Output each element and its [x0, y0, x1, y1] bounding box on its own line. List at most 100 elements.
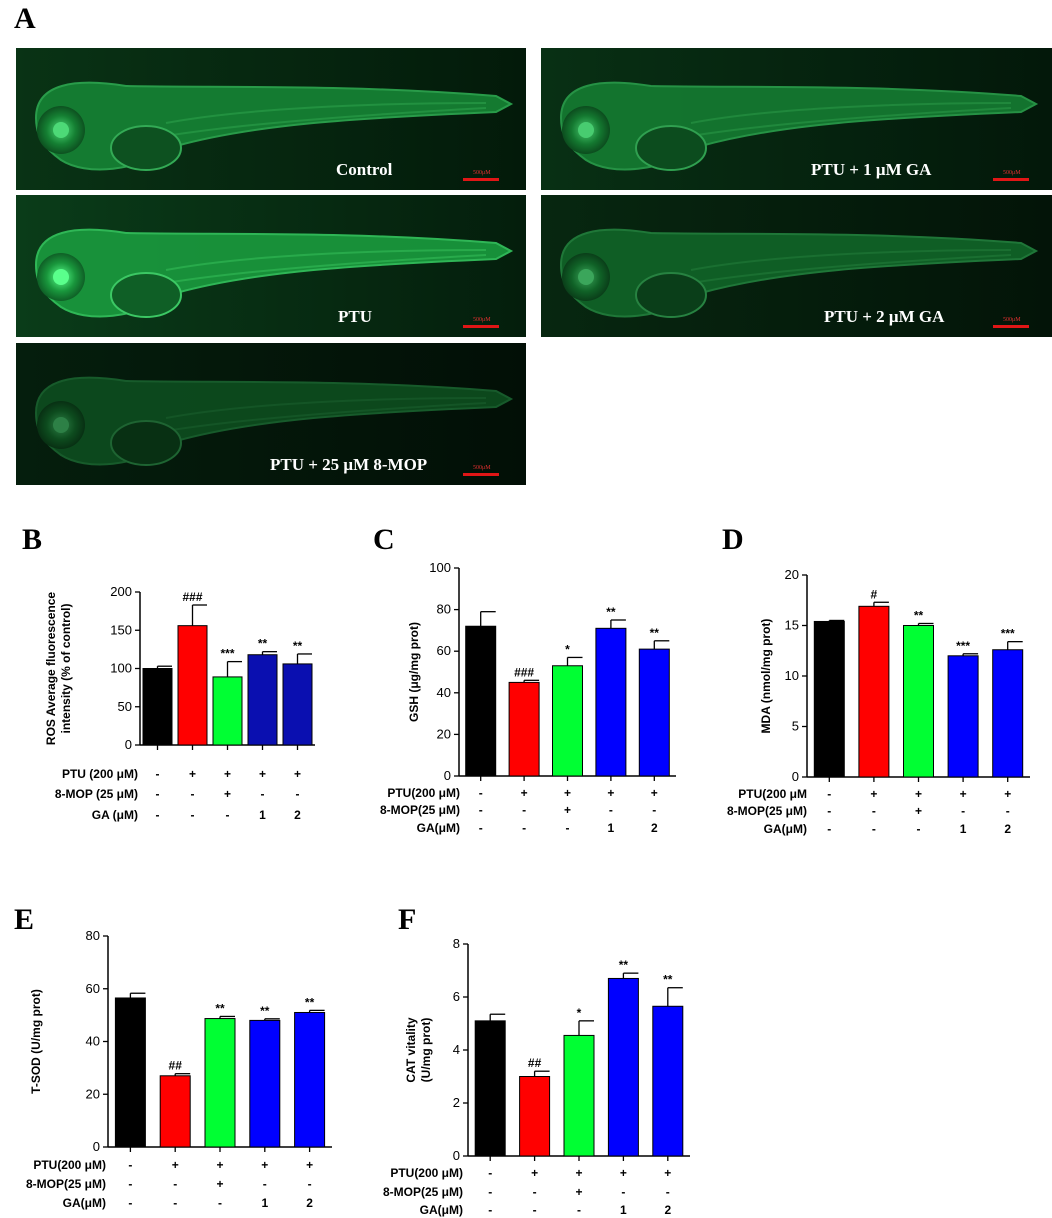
treatment-row-label: GA(μM): [63, 1196, 106, 1210]
treatment-cell: -: [128, 1158, 132, 1172]
treatment-cell: +: [224, 767, 231, 781]
bar: [159, 1075, 191, 1148]
scale-bar: [463, 473, 499, 476]
treatment-cell: +: [531, 1166, 538, 1180]
bar: [282, 663, 313, 746]
larva-drawing: [541, 48, 1052, 190]
bar: [903, 625, 934, 778]
larva-drawing: [16, 195, 526, 337]
scale-bar: [993, 178, 1029, 181]
treatment-cell: +: [216, 1158, 223, 1172]
bar: [563, 1034, 595, 1157]
treatment-cell: -: [522, 803, 526, 817]
panel-label-d: D: [722, 523, 744, 556]
micrograph-label: PTU: [338, 307, 372, 326]
treatment-cell: +: [960, 787, 967, 801]
bar: [249, 1019, 281, 1148]
treatment-cell: 1: [259, 808, 266, 822]
treatment-cell: -: [128, 1196, 132, 1210]
treatment-cell: -: [218, 1196, 222, 1210]
significance-marker: ##: [169, 1059, 183, 1073]
y-tick-label: 2: [453, 1095, 460, 1110]
treatment-cell: +: [915, 787, 922, 801]
treatment-cell: +: [172, 1158, 179, 1172]
y-tick-label: 5: [792, 719, 799, 734]
significance-marker: *: [577, 1006, 582, 1020]
y-tick-label: 80: [86, 928, 100, 943]
micrograph-label: PTU + 25 μM 8-MOP: [270, 455, 428, 474]
treatment-row-label: GA(μM): [764, 822, 807, 836]
treatment-row-label: GA(μM): [417, 821, 460, 835]
treatment-cell: +: [224, 787, 231, 801]
treatment-cell: +: [607, 786, 614, 800]
y-tick-label: 200: [110, 584, 132, 599]
treatment-cell: 2: [651, 821, 658, 835]
treatment-cell: +: [564, 803, 571, 817]
y-tick-label: 0: [453, 1148, 460, 1163]
micrograph-ptu-1um-ga: PTU + 1 μM GA 500μM: [541, 48, 1052, 190]
bar: [607, 977, 639, 1157]
treatment-row-label: 8-MOP(25 μM): [383, 1185, 463, 1199]
treatment-cell: -: [479, 821, 483, 835]
significance-marker: ***: [220, 647, 234, 661]
y-tick-label: 60: [86, 981, 100, 996]
bar: [294, 1011, 326, 1148]
panel-label-c: C: [373, 523, 395, 556]
treatment-cell: +: [664, 1166, 671, 1180]
treatment-cell: +: [564, 786, 571, 800]
treatment-cell: -: [621, 1185, 625, 1199]
panel-label-b: B: [22, 523, 43, 556]
y-tick-label: 100: [110, 661, 132, 676]
treatment-cell: +: [575, 1185, 582, 1199]
significance-marker: **: [650, 626, 660, 640]
treatment-cell: -: [1006, 804, 1010, 818]
y-axis-label: CAT vitality(U/mg prot): [404, 1017, 433, 1082]
y-tick-label: 150: [110, 622, 132, 637]
bar-chart-b: 0 50 100 150 200 ROS Average fluorescenceinte…: [44, 584, 315, 822]
bar: [177, 625, 208, 746]
significance-marker: **: [305, 995, 315, 1009]
treatment-cell: -: [488, 1185, 492, 1199]
scale-bar-label: 500μM: [473, 317, 491, 323]
y-axis-label: MDA (nmol/mg prot): [759, 619, 773, 734]
bar: [992, 649, 1024, 778]
bar: [858, 605, 890, 778]
treatment-cell: +: [521, 786, 528, 800]
treatment-cell: -: [261, 787, 265, 801]
treatment-cell: -: [156, 808, 160, 822]
bar: [519, 1076, 551, 1157]
treatment-cell: +: [294, 767, 301, 781]
treatment-cell: -: [533, 1203, 537, 1217]
bar: [204, 1018, 236, 1148]
micrograph-ptu-8mop: PTU + 25 μM 8-MOP 500μM: [16, 343, 526, 485]
y-tick-label: 40: [86, 1034, 100, 1049]
treatment-cell: -: [609, 803, 613, 817]
y-tick-label: 50: [118, 699, 132, 714]
treatment-cell: +: [651, 786, 658, 800]
treatment-cell: +: [306, 1158, 313, 1172]
treatment-row-label: PTU(200 μM: [738, 787, 807, 801]
treatment-cell: -: [479, 786, 483, 800]
panel-label-a: A: [14, 2, 36, 35]
treatment-cell: -: [479, 803, 483, 817]
significance-marker: #: [871, 587, 878, 601]
bar: [508, 681, 540, 777]
micrograph-ptu: PTU 500μM: [16, 195, 526, 337]
treatment-cell: -: [296, 787, 300, 801]
treatment-cell: +: [261, 1158, 268, 1172]
treatment-cell: +: [620, 1166, 627, 1180]
treatment-cell: -: [156, 787, 160, 801]
treatment-row-label: PTU(200 μM): [390, 1166, 463, 1180]
treatment-cell: -: [128, 1177, 132, 1191]
treatment-row-label: PTU(200 μM): [33, 1158, 106, 1172]
treatment-cell: +: [259, 767, 266, 781]
treatment-row-label: 8-MOP (25 μM): [55, 787, 138, 801]
scale-bar-label: 500μM: [473, 465, 491, 471]
y-tick-label: 0: [792, 769, 799, 784]
larva-drawing: [16, 343, 526, 485]
y-tick-label: 8: [453, 936, 460, 951]
micrograph-label: Control: [336, 160, 393, 179]
treatment-cell: -: [827, 822, 831, 836]
